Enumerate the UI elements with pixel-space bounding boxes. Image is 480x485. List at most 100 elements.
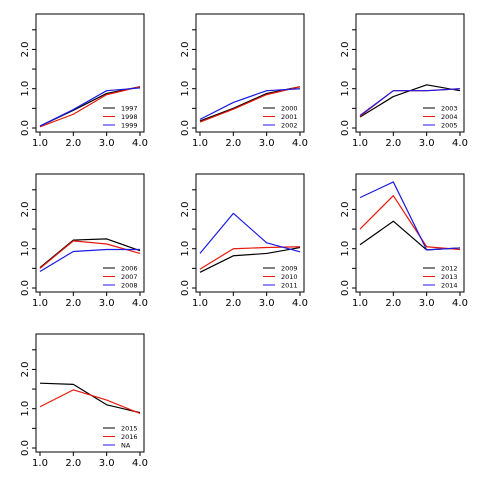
y-tick-label: 0.0 [20,280,31,296]
legend-label: 2002 [281,121,298,129]
series-line-2007 [39,240,141,269]
legend-label: 2001 [281,113,298,121]
series-line-2008 [39,248,140,273]
legend-label: 2005 [441,121,458,129]
x-tick-label: 2.0 [225,298,241,309]
x-tick-label: 3.0 [419,138,435,149]
series-line-2005 [359,88,461,116]
plot-frame [35,13,145,133]
y-tick-label: 1.0 [180,81,191,97]
legend-label: 1997 [121,104,138,112]
y-tick-label: 0.0 [180,280,191,296]
x-tick-label: 4.0 [292,138,308,149]
x-tick-label: 3.0 [259,298,275,309]
plot-frame [35,333,145,453]
series-line-2002 [199,88,301,120]
x-tick-label: 3.0 [419,298,435,309]
x-tick-label: 1.0 [352,298,368,309]
y-tick-label: 2.0 [20,201,31,217]
x-tick-label: 2.0 [65,458,81,469]
x-tick-label: 1.0 [352,138,368,149]
x-tick-label: 1.0 [32,138,48,149]
x-tick-label: 3.0 [99,138,115,149]
plot-frame [195,173,305,293]
y-tick-label: 2.0 [20,41,31,57]
x-tick-label: 2.0 [65,138,81,149]
y-tick-label: 1.0 [20,241,31,257]
x-tick-label: 1.0 [192,298,208,309]
x-tick-label: 4.0 [132,138,148,149]
legend-label: 1998 [121,113,138,121]
legend-label: 2003 [441,104,458,112]
y-tick-label: 1.0 [340,81,351,97]
x-tick-label: 4.0 [452,298,468,309]
plot-frame [195,13,305,133]
legend-label: 2013 [441,273,458,281]
x-tick-label: 4.0 [452,138,468,149]
x-tick-label: 4.0 [132,458,148,469]
y-tick-label: 0.0 [20,440,31,456]
series-line-2016 [39,389,141,414]
legend-label: 2010 [281,273,298,281]
x-tick-label: 3.0 [99,458,115,469]
y-tick-label: 0.0 [340,120,351,136]
y-tick-label: 0.0 [340,280,351,296]
series-line-2011 [199,212,301,254]
series-line-2012 [359,220,461,251]
y-tick-label: 2.0 [20,361,31,377]
y-tick-label: 2.0 [180,41,191,57]
legend-label: 2011 [281,281,298,289]
plot-frame [355,173,465,293]
legend-label: 2004 [441,113,458,121]
series-line-2015 [39,382,141,414]
x-tick-label: 4.0 [292,298,308,309]
x-tick-label: 1.0 [192,138,208,149]
series-line-2006 [39,238,141,269]
x-tick-label: 1.0 [32,298,48,309]
series-line-2014 [359,181,461,251]
series-line-2009 [199,246,301,273]
legend-label: NA [121,441,131,449]
x-tick-label: 2.0 [65,298,81,309]
legend-label: 2015 [121,424,138,432]
legend-label: 2007 [121,273,138,281]
legend-label: 2008 [121,281,138,289]
plot-frame [355,13,465,133]
y-tick-label: 2.0 [340,201,351,217]
x-tick-label: 3.0 [99,298,115,309]
legend-label: 2012 [441,264,458,272]
plot-frame [35,173,145,293]
y-tick-label: 2.0 [180,201,191,217]
x-tick-label: 4.0 [132,298,148,309]
legend-label: 1999 [121,121,138,129]
x-tick-label: 1.0 [32,458,48,469]
series-line-2013 [359,195,461,251]
x-tick-label: 2.0 [225,138,241,149]
legend-label: 2006 [121,264,138,272]
y-tick-label: 0.0 [180,120,191,136]
x-tick-label: 2.0 [385,298,401,309]
legend-label: 2014 [441,281,458,289]
x-tick-label: 3.0 [259,138,275,149]
y-tick-label: 0.0 [20,120,31,136]
y-tick-label: 1.0 [20,401,31,417]
series-line-1998 [39,86,141,128]
legend-label: 2000 [281,104,298,112]
y-tick-label: 1.0 [340,241,351,257]
series-line-2001 [199,86,301,123]
legend-label: 2016 [121,433,138,441]
y-tick-label: 1.0 [20,81,31,97]
